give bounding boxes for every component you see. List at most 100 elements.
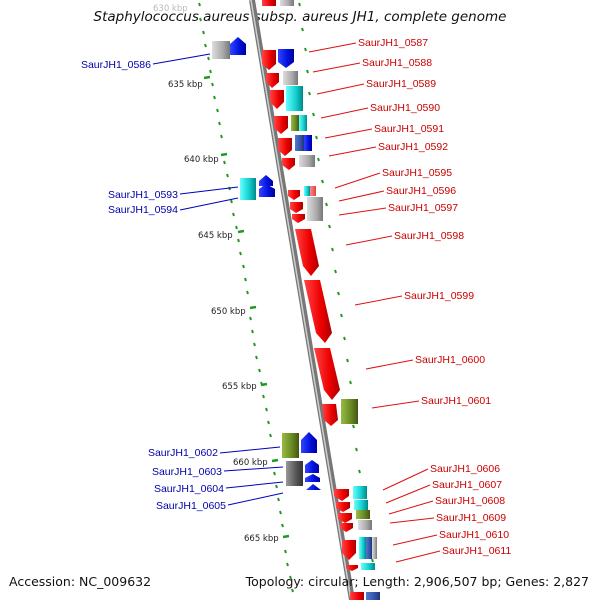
gene-feature — [278, 138, 292, 156]
gene-label-SaurJH1_0596: SaurJH1_0596 — [386, 185, 456, 197]
gene-feature — [314, 348, 340, 400]
gene-feature — [274, 116, 288, 134]
gene-label-SaurJH1_0595: SaurJH1_0595 — [382, 167, 452, 179]
gene-feature — [336, 502, 350, 512]
accession-label: Accession: NC_009632 — [9, 574, 152, 589]
gene-feature — [299, 155, 315, 167]
left-tick-track — [198, 2, 294, 593]
gene-label-SaurJH1_0602: SaurJH1_0602 — [148, 447, 218, 459]
gene-feature — [338, 513, 352, 523]
gene-label-SaurJH1_0604: SaurJH1_0604 — [154, 483, 224, 495]
gene-feature — [282, 158, 295, 170]
gene-feature — [286, 86, 303, 111]
gene-feature — [212, 41, 230, 59]
gene-feature — [288, 190, 300, 200]
gene-feature — [310, 186, 316, 196]
gene-feature — [354, 500, 368, 510]
gene-feature — [282, 433, 299, 458]
genome-backbone — [249, 0, 355, 600]
gene-feature — [358, 520, 372, 530]
gene-feature — [304, 186, 310, 196]
right-gene-labels: SaurJH1_0587 SaurJH1_0588 SaurJH1_0589 S… — [358, 37, 511, 557]
gene-feature — [280, 0, 294, 6]
gene-feature — [299, 115, 307, 131]
gene-feature — [230, 37, 246, 55]
kbp-label-660: 660 kbp — [233, 458, 268, 468]
gene-feature — [353, 486, 367, 499]
gene-label-SaurJH1_0592: SaurJH1_0592 — [378, 141, 448, 153]
gene-label-SaurJH1_0601: SaurJH1_0601 — [421, 395, 491, 407]
gene-label-SaurJH1_0598: SaurJH1_0598 — [394, 230, 464, 242]
gene-feature — [346, 565, 358, 571]
major-ticks — [203, 75, 290, 539]
kbp-label-645: 645 kbp — [198, 231, 233, 241]
gene-feature — [295, 229, 319, 276]
kbp-label-655: 655 kbp — [222, 382, 257, 392]
gene-feature — [266, 73, 279, 88]
gene-label-SaurJH1_0611: SaurJH1_0611 — [442, 545, 511, 557]
gene-feature — [295, 135, 304, 151]
gene-feature — [306, 484, 321, 490]
left-gene-labels: SaurJH1_0586 SaurJH1_0593 SaurJH1_0594 S… — [81, 59, 226, 512]
kbp-label-635: 635 kbp — [168, 80, 203, 90]
kbp-label-640: 640 kbp — [184, 155, 219, 165]
map-title: Staphylococcus aureus subsp. aureus JH1,… — [93, 9, 507, 25]
gene-features — [212, 0, 380, 600]
gene-label-SaurJH1_0586: SaurJH1_0586 — [81, 59, 151, 71]
gene-feature — [350, 592, 364, 600]
gene-feature — [291, 115, 299, 131]
gene-label-SaurJH1_0603: SaurJH1_0603 — [152, 466, 222, 478]
gene-feature — [356, 510, 370, 519]
gene-feature — [286, 461, 303, 486]
gene-label-SaurJH1_0610: SaurJH1_0610 — [439, 529, 509, 541]
kbp-labels: 630 kbp 635 kbp 640 kbp 645 kbp 650 kbp … — [153, 4, 279, 544]
gene-feature — [366, 592, 380, 600]
right-leader-lines — [308, 42, 441, 563]
gene-feature — [340, 523, 353, 532]
gene-feature — [304, 280, 332, 343]
gene-label-SaurJH1_0593: SaurJH1_0593 — [108, 189, 178, 201]
gene-feature — [341, 399, 358, 424]
topology-label: Topology: circular; Length: 2,906,507 bp… — [245, 574, 589, 589]
gene-label-SaurJH1_0591: SaurJH1_0591 — [374, 123, 444, 135]
kbp-label-665: 665 kbp — [244, 534, 279, 544]
gene-label-SaurJH1_0599: SaurJH1_0599 — [404, 290, 474, 302]
gene-label-SaurJH1_0587: SaurJH1_0587 — [358, 37, 428, 49]
gene-feature — [240, 178, 256, 200]
gene-label-SaurJH1_0590: SaurJH1_0590 — [370, 102, 440, 114]
kbp-label-650: 650 kbp — [211, 307, 246, 317]
gene-feature — [307, 197, 323, 221]
gene-feature — [366, 537, 372, 559]
gene-feature — [342, 540, 356, 560]
gene-feature — [305, 474, 320, 482]
genome-backbone-highlight — [250, 0, 352, 600]
left-leader-lines — [152, 53, 284, 506]
gene-feature — [262, 50, 276, 70]
gene-feature — [361, 563, 375, 570]
gene-label-SaurJH1_0607: SaurJH1_0607 — [432, 479, 502, 491]
gene-label-SaurJH1_0609: SaurJH1_0609 — [436, 512, 506, 524]
gene-feature — [301, 432, 317, 453]
gene-feature — [259, 175, 273, 186]
gene-label-SaurJH1_0606: SaurJH1_0606 — [430, 463, 500, 475]
gene-feature — [259, 184, 275, 197]
gene-feature — [262, 0, 276, 6]
gene-feature — [283, 71, 298, 85]
gene-feature — [278, 49, 294, 68]
gene-feature — [292, 214, 305, 223]
gene-label-SaurJH1_0608: SaurJH1_0608 — [435, 495, 505, 507]
gene-feature — [372, 537, 377, 559]
gene-feature — [305, 460, 319, 473]
gene-feature — [359, 537, 366, 559]
gene-label-SaurJH1_0605: SaurJH1_0605 — [156, 500, 226, 512]
gene-feature — [304, 135, 312, 151]
gene-feature — [322, 404, 338, 426]
gene-label-SaurJH1_0600: SaurJH1_0600 — [415, 354, 485, 366]
gene-feature — [290, 202, 303, 213]
gene-label-SaurJH1_0588: SaurJH1_0588 — [362, 57, 432, 69]
kbp-label-630: 630 kbp — [153, 4, 188, 14]
gene-feature — [334, 489, 349, 501]
gene-label-SaurJH1_0597: SaurJH1_0597 — [388, 202, 458, 214]
